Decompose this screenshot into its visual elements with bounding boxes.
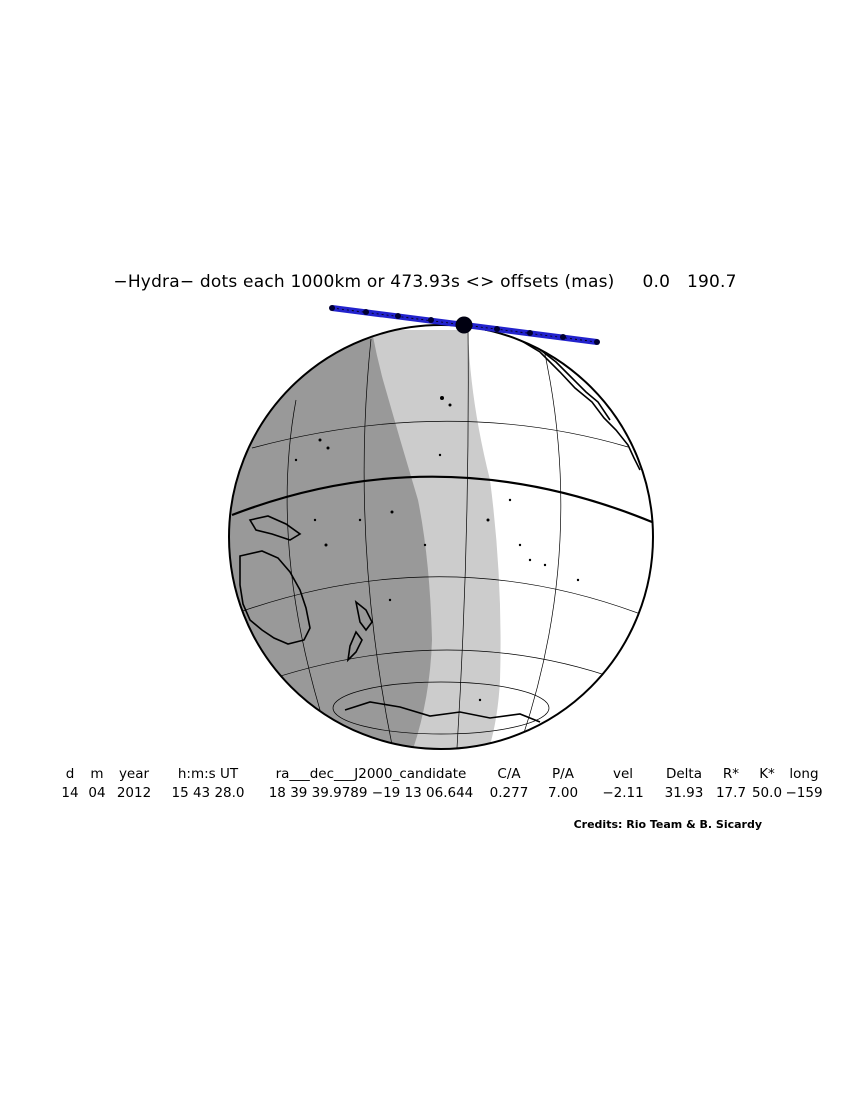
closest-approach-marker xyxy=(455,316,473,334)
value-month: 04 xyxy=(88,785,106,801)
polar-circle xyxy=(332,681,550,735)
header-longitude: long xyxy=(789,766,819,782)
track-dot xyxy=(560,334,566,340)
header-coordinates: ra___dec___J2000_candidate xyxy=(275,766,467,782)
value-day: 14 xyxy=(61,785,79,801)
meridian-line xyxy=(363,338,394,749)
title-offset-ra: 0.0 xyxy=(642,272,687,292)
header-ca: C/A xyxy=(497,766,521,782)
island-dot xyxy=(478,698,482,702)
meridian-line xyxy=(519,331,562,746)
islands xyxy=(294,396,580,702)
value-year: 2012 xyxy=(116,785,152,801)
header-month: m xyxy=(90,766,104,782)
value-delta: 31.93 xyxy=(664,785,704,801)
coast-new-zealand xyxy=(346,630,363,663)
graticule xyxy=(239,325,644,749)
header-k-mag: K* xyxy=(759,766,775,782)
table-row: 14 04 2012 15 43 28.0 18 39 39.9789 −19 … xyxy=(58,785,824,804)
parallel-line xyxy=(267,649,621,681)
value-r-mag: 17.7 xyxy=(715,785,747,801)
title-offset-dec: 190.7 xyxy=(686,272,737,292)
track-dot xyxy=(428,317,434,323)
island-dot xyxy=(576,578,580,582)
island-dot xyxy=(508,498,512,502)
track-dot xyxy=(363,309,369,315)
title-body: −Hydra− xyxy=(113,272,200,292)
island-dot xyxy=(294,458,298,462)
island-dot xyxy=(318,438,322,442)
title-dots-label: dots each 1000km or 473.93s <> offsets (… xyxy=(199,272,643,292)
header-delta: Delta xyxy=(665,766,703,782)
header-r-mag: R* xyxy=(722,766,740,782)
table-header-row: d m year h:m:s UT ra___dec___J2000_candi… xyxy=(58,766,824,785)
island-dot xyxy=(358,518,362,522)
island-dot xyxy=(518,543,522,547)
header-year: year xyxy=(118,766,150,782)
meridian-line xyxy=(286,399,321,711)
ground-track xyxy=(329,305,600,345)
meridian-line xyxy=(456,325,469,749)
island-dot xyxy=(388,598,392,602)
prediction-table: d m year h:m:s UT ra___dec___J2000_candi… xyxy=(58,766,824,804)
track-dot xyxy=(594,339,600,345)
page-title: −Hydra− dots each 1000km or 473.93s <> o… xyxy=(0,272,850,292)
island-dot xyxy=(486,518,490,522)
island-dot xyxy=(390,510,394,514)
track-dot xyxy=(329,305,335,311)
value-pa: 7.00 xyxy=(547,785,579,801)
value-ca: 0.277 xyxy=(489,785,529,801)
coast-new-zealand xyxy=(354,600,373,632)
value-velocity: −2.11 xyxy=(602,785,644,801)
header-time: h:m:s UT xyxy=(177,766,239,782)
island-dot xyxy=(438,453,442,457)
globe xyxy=(228,324,654,750)
coast-australia xyxy=(239,550,311,645)
coast-new-guinea xyxy=(248,515,302,541)
track-dot xyxy=(395,313,401,319)
track-dot xyxy=(494,326,500,332)
island-dot xyxy=(440,396,444,400)
track-dot xyxy=(527,330,533,336)
value-k-mag: 50.0 xyxy=(751,785,783,801)
island-dot xyxy=(423,543,427,547)
value-longitude: −159 xyxy=(785,785,823,801)
island-dot xyxy=(448,403,452,407)
value-time: 15 43 28.0 xyxy=(171,785,245,801)
header-velocity: vel xyxy=(612,766,634,782)
value-coordinates: 18 39 39.9789 −19 13 06.644 xyxy=(268,785,474,801)
equator-line xyxy=(231,475,653,524)
header-day: d xyxy=(65,766,75,782)
island-dot xyxy=(326,446,330,450)
parallel-line xyxy=(239,576,644,616)
header-pa: P/A xyxy=(552,766,574,782)
parallel-line xyxy=(251,420,629,449)
credits: Credits: Rio Team & B. Sicardy xyxy=(573,818,762,831)
island-dot xyxy=(324,543,328,547)
island-dot xyxy=(313,518,317,522)
island-dot xyxy=(543,563,547,567)
coast-antarctica xyxy=(344,701,541,723)
island-dot xyxy=(528,558,532,562)
